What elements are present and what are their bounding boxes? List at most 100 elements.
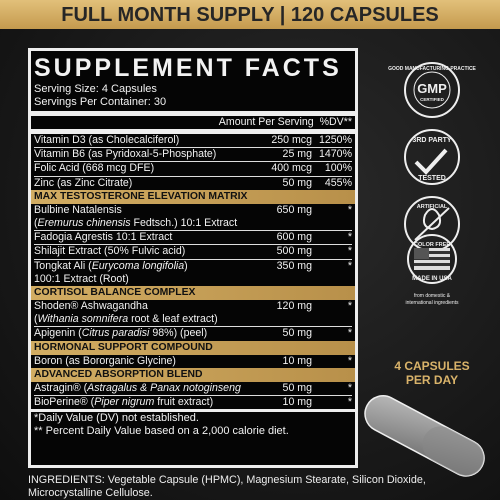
name-line: Shoden® Ashwagandha <box>34 300 242 313</box>
row: Shilajit Extract (50% Fulvic acid) 500 mg… <box>34 244 352 258</box>
amount: 50 mg <box>282 176 312 189</box>
name-line: BioPerine® (Piper nigrum fruit extract) <box>34 396 242 409</box>
segment: Eremurus chinensis <box>37 217 131 230</box>
capsule <box>364 395 485 477</box>
segment: 98%) (peel) <box>149 327 208 340</box>
amount: 600 mg <box>276 231 312 244</box>
facts-title: SUPPLEMENT FACTS <box>34 54 342 82</box>
section-heading: ADVANCED ABSORPTION BLEND <box>31 367 355 382</box>
segment: Citrus paradisi <box>81 327 150 340</box>
name: Shilajit Extract (50% Fulvic acid) <box>34 245 242 258</box>
name-line: Fadogia Agrestis 10:1 Extract <box>34 231 242 244</box>
name-line: Shilajit Extract (50% Fulvic acid) <box>34 245 242 258</box>
name: BioPerine® (Piper nigrum fruit extract) <box>34 396 242 409</box>
dv: * <box>347 203 352 216</box>
name: Vitamin B6 (as Pyridoxal-5-Phosphate) <box>34 148 217 161</box>
column-header: Amount Per Serving %DV** <box>34 116 352 129</box>
dv: 455% <box>324 176 352 189</box>
dv: * <box>347 245 352 258</box>
dv: 1470% <box>319 148 352 161</box>
row: Shoden® Ashwagandha (Withania somnifera r… <box>34 300 352 326</box>
usa-badge <box>407 234 457 284</box>
dv: * <box>347 300 352 313</box>
row: Apigenin (Citrus paradisi 98%) (peel) 50 … <box>34 326 352 340</box>
section-heading: MAX TESTOSTERONE ELEVATION MATRIX <box>31 189 355 204</box>
color-top: ARTIFICIAL <box>417 204 448 210</box>
row: Vitamin B6 (as Pyridoxal-5-Phosphate) 25 … <box>34 147 352 161</box>
name: Apigenin (Citrus paradisi 98%) (peel) <box>34 327 242 340</box>
usa-label: MADE IN USA <box>412 276 452 282</box>
section-heading: CORTISOL BALANCE COMPLEX <box>31 286 355 301</box>
ingredients: INGREDIENTS: Vegetable Capsule (HPMC), M… <box>28 474 426 499</box>
name-line: Boron (as Bororganic Glycine) <box>34 355 242 368</box>
dv: * <box>347 396 352 409</box>
gmp-main: GMP <box>417 81 447 96</box>
segment: root & leaf extract) <box>128 313 218 326</box>
segment: ) <box>184 259 188 272</box>
amount: 50 mg <box>282 327 312 340</box>
segment: Bulbine Natalensis <box>34 203 122 216</box>
row: Vitamin D3 (as Cholecalciferol) 250 mcg 12… <box>34 134 352 147</box>
serving-size: Serving Size: 4 Capsules <box>34 83 157 95</box>
amount: 650 mg <box>276 203 312 216</box>
name-line: Apigenin (Citrus paradisi 98%) (peel) <box>34 327 242 340</box>
segment: Shilajit Extract (50% Fulvic acid) <box>34 245 186 258</box>
segment: Shoden® Ashwagandha <box>34 300 148 313</box>
footnote: *Daily Value (DV) not established. <box>34 412 199 425</box>
segment: Tongkat Ali ( <box>34 259 92 272</box>
name-line: 100:1 Extract (Root) <box>34 273 242 286</box>
segment: Piper nigrum <box>94 396 155 409</box>
footnotes: *Daily Value (DV) not established. ** Per… <box>34 412 352 437</box>
color-bottom: COLOR FREE <box>414 242 450 248</box>
amount: 500 mg <box>276 245 312 258</box>
amount-header: Amount Per Serving <box>218 116 314 128</box>
row: Tongkat Ali (Eurycoma longifolia) 100:1 E… <box>34 258 352 286</box>
segment: Fadogia Agrestis 10:1 Extract <box>34 231 173 244</box>
name: Boron (as Bororganic Glycine) <box>34 355 242 368</box>
divider <box>31 111 355 116</box>
footnote: ** Percent Daily Value based on a 2,000 … <box>34 424 289 437</box>
amount: 350 mg <box>276 259 312 272</box>
name: Astragin® (Astragalus & Panax notoginsen… <box>34 382 242 395</box>
name-line: Tongkat Ali (Eurycoma longifolia) <box>34 260 242 273</box>
usa-note: international ingredients <box>405 300 459 306</box>
divider <box>31 129 355 134</box>
name: Vitamin D3 (as Cholecalciferol) <box>34 134 180 146</box>
name-line: (Withania somnifera root & leaf extract) <box>34 313 242 326</box>
dv: * <box>347 354 352 367</box>
segment: ( <box>34 313 38 326</box>
callout: 4 CAPSULES <box>394 359 469 373</box>
gmp-ring: GOOD MANUFACTURING PRACTICE <box>388 66 476 72</box>
amount: 120 mg <box>276 300 312 313</box>
name: Tongkat Ali (Eurycoma longifolia) 100:1 E… <box>34 260 242 286</box>
name-line: (Eremurus chinensis Fedtsch.) 10:1 Extra… <box>34 217 242 230</box>
amount: 50 mg <box>282 381 312 394</box>
dv: 100% <box>324 162 352 175</box>
dv: * <box>347 327 352 340</box>
amount: 10 mg <box>282 354 312 367</box>
servings: Servings Per Container: 30 <box>34 95 167 108</box>
name: Fadogia Agrestis 10:1 Extract <box>34 231 242 244</box>
divider <box>31 409 355 413</box>
row: Fadogia Agrestis 10:1 Extract 600 mg * <box>34 230 352 244</box>
rows: Vitamin D3 (as Cholecalciferol) 250 mcg 12… <box>31 134 355 409</box>
dv: 1250% <box>319 134 352 146</box>
segment: Astragin® ( <box>34 381 88 394</box>
row: BioPerine® (Piper nigrum fruit extract) 1… <box>34 395 352 409</box>
dv: * <box>347 231 352 244</box>
segment: Eurycoma longifolia <box>91 259 185 272</box>
segment: Astragalus & Panax notoginseng <box>87 381 241 394</box>
segment: ( <box>34 217 38 230</box>
segment: Withania somnifera <box>37 313 129 326</box>
banner: FULL MONTH SUPPLY | 120 CAPSULES <box>0 0 500 29</box>
segment: Fedtsch.) 10:1 Extract <box>130 217 238 230</box>
segment: 100:1 Extract (Root) <box>34 272 129 285</box>
supplement-facts: SUPPLEMENT FACTS Serving Size: 4 Capsule… <box>28 48 358 468</box>
dv: * <box>347 381 352 394</box>
name: Shoden® Ashwagandha (Withania somnifera r… <box>34 300 242 326</box>
usa-note: from domestic & <box>414 293 451 299</box>
amount: 250 mcg <box>271 134 312 146</box>
segment: Apigenin ( <box>34 327 82 340</box>
tested-bottom: TESTED <box>418 175 446 182</box>
